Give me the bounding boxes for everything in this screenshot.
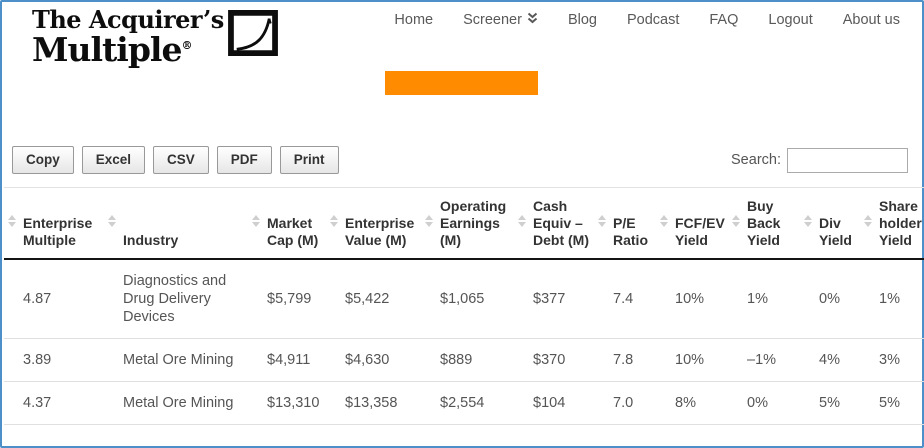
sort-icon [330,215,338,227]
site-header: The Acquirer’s Multiple® Home Screener B… [2,2,922,67]
table-row[interactable]: 3.89 Metal Ore Mining $4,911 $4,630 $889… [4,338,924,382]
cell-market-cap: $5,799 [262,259,340,339]
cell-industry: Metal Ore Mining [118,338,262,382]
cell-shareholder-yield: 5% [874,381,924,425]
table-toolbar: Copy Excel CSV PDF Print Search: [2,145,922,175]
cell-operating-earnings: $889 [435,338,528,382]
cell-pe-ratio: 7.8 [608,338,670,382]
col-buy-back-yield[interactable]: Buy Back Yield [742,187,814,260]
subscribe-button[interactable] [385,71,538,95]
cell-fcf-ev-yield: 8% [670,381,742,425]
csv-button[interactable]: CSV [153,146,209,174]
cell-industry: Diagnostics and Drug Delivery Devices [118,259,262,339]
logo-line1: The Acquirer’s [32,5,224,34]
excel-button[interactable]: Excel [81,146,146,174]
cell-pe-ratio: 7.0 [608,381,670,425]
col-market-cap[interactable]: Market Cap (M) [262,187,340,260]
logo-line2: Multiple® [32,30,192,69]
screener-table-container: Enterprise Multiple Industry Market Cap … [4,187,924,425]
col-enterprise-value[interactable]: Enterprise Value (M) [340,187,435,260]
pdf-button[interactable]: PDF [216,146,272,174]
col-cash-equiv-debt[interactable]: Cash Equiv – Debt (M) [528,187,608,260]
cell-enterprise-multiple: 4.87 [18,259,118,339]
col-div-yield[interactable]: Div Yield [814,187,874,260]
nav-faq[interactable]: FAQ [709,12,739,28]
cell-cash-equiv-debt: $377 [528,259,608,339]
growth-curve-icon [227,10,278,61]
cell-spacer [4,338,18,382]
cell-enterprise-value: $4,630 [340,338,435,382]
cell-enterprise-multiple: 3.89 [18,338,118,382]
sort-icon [108,215,116,227]
search-label: Search: [731,152,781,168]
sort-icon [425,215,433,227]
cell-shareholder-yield: 1% [874,259,924,339]
col-operating-earnings[interactable]: Operating Earnings (M) [435,187,528,260]
cell-spacer [4,259,18,339]
cell-fcf-ev-yield: 10% [670,338,742,382]
col-shareholder-yield[interactable]: Share holder Yield [874,187,924,260]
cell-cash-equiv-debt: $104 [528,381,608,425]
double-chevron-down-icon [527,12,538,28]
cell-shareholder-yield: 3% [874,338,924,382]
logo-text: The Acquirer’s Multiple® [32,5,224,69]
sort-icon [252,215,260,227]
cell-div-yield: 5% [814,381,874,425]
cell-fcf-ev-yield: 10% [670,259,742,339]
clipped-heading-text: Subscribed [410,64,520,70]
cell-buy-back-yield: 1% [742,259,814,339]
col-industry[interactable]: Industry [118,187,262,260]
cell-market-cap: $13,310 [262,381,340,425]
cell-div-yield: 4% [814,338,874,382]
nav-podcast[interactable]: Podcast [626,12,680,28]
cell-industry: Metal Ore Mining [118,381,262,425]
cell-spacer [4,381,18,425]
cell-cash-equiv-debt: $370 [528,338,608,382]
sort-icon [8,215,16,227]
site-logo[interactable]: The Acquirer’s Multiple® [32,8,278,66]
cell-enterprise-value: $5,422 [340,259,435,339]
nav-home[interactable]: Home [394,12,434,28]
registered-mark: ® [181,39,192,52]
cell-buy-back-yield: 0% [742,381,814,425]
cell-operating-earnings: $2,554 [435,381,528,425]
cell-div-yield: 0% [814,259,874,339]
search-input[interactable] [787,147,908,173]
cell-buy-back-yield: –1% [742,338,814,382]
nav-blog[interactable]: Blog [567,12,597,28]
sort-icon [518,215,526,227]
sort-icon [732,215,740,227]
cell-market-cap: $4,911 [262,338,340,382]
col-spacer[interactable] [4,187,18,260]
nav-screener[interactable]: Screener [463,12,538,28]
sort-icon [864,215,872,227]
copy-button[interactable]: Copy [12,146,74,174]
export-button-group: Copy Excel CSV PDF Print [12,146,339,174]
cell-operating-earnings: $1,065 [435,259,528,339]
cell-pe-ratio: 7.4 [608,259,670,339]
screener-table: Enterprise Multiple Industry Market Cap … [4,187,924,425]
col-enterprise-multiple[interactable]: Enterprise Multiple [18,187,118,260]
header-row: Enterprise Multiple Industry Market Cap … [4,187,924,260]
cell-enterprise-multiple: 4.37 [18,381,118,425]
main-nav: Home Screener Blog Podcast FAQ Logout Ab… [394,12,900,28]
sort-icon [660,215,668,227]
table-row[interactable]: 4.37 Metal Ore Mining $13,310 $13,358 $2… [4,381,924,425]
sort-icon [804,215,812,227]
print-button[interactable]: Print [279,146,339,174]
search-container: Search: [731,147,908,173]
table-row[interactable]: 4.87 Diagnostics and Drug Delivery Devic… [4,259,924,339]
sort-icon [598,215,606,227]
col-pe-ratio[interactable]: P/E Ratio [608,187,670,260]
nav-about-us[interactable]: About us [842,12,900,28]
col-fcf-ev-yield[interactable]: FCF/EV Yield [670,187,742,260]
cell-enterprise-value: $13,358 [340,381,435,425]
nav-logout[interactable]: Logout [768,12,813,28]
